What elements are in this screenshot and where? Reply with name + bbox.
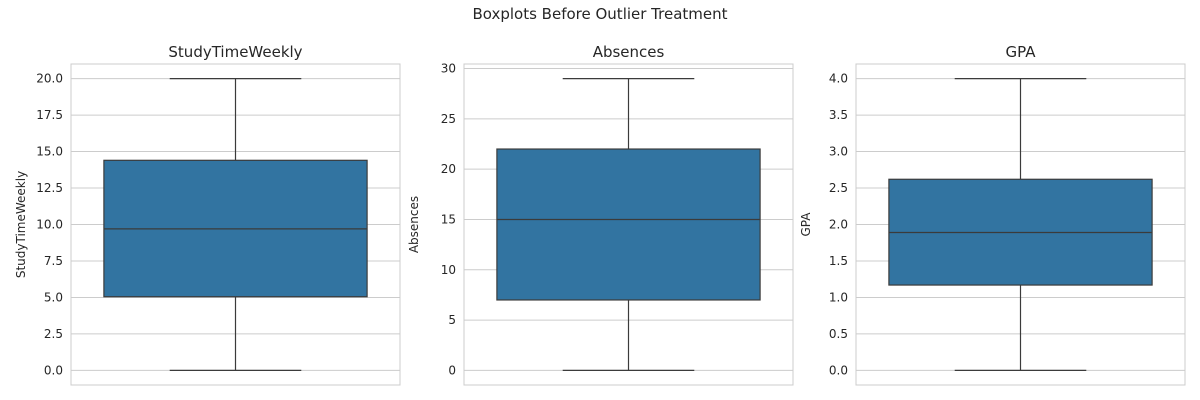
y-tick-label: 0 (448, 363, 456, 377)
iqr-box (496, 148, 761, 301)
y-tick-label: 10.0 (36, 218, 63, 232)
y-tick-label: 1.5 (829, 254, 848, 268)
panel-title: GPA (1006, 43, 1037, 61)
panel-0: 0.0 2.5 5.0 7.5 10.0 12.5 15.0 17.5 20.0 StudyTim… (14, 43, 401, 386)
y-tick-label: 12.5 (36, 181, 63, 195)
y-tick-label: 0.5 (829, 327, 848, 341)
y-tick-label: 5 (448, 313, 456, 327)
axes-frame (70, 63, 401, 386)
y-tick-label: 20.0 (36, 72, 63, 86)
y-axis-label: Absences (407, 196, 421, 253)
panel-title: Absences (593, 43, 665, 61)
y-tick-label: 5.0 (44, 290, 63, 304)
y-tick-label: 17.5 (36, 108, 63, 122)
y-tick-label: 2.5 (829, 181, 848, 195)
y-tick-label: 0.0 (44, 363, 63, 377)
y-tick-label: 10 (441, 263, 456, 277)
y-tick-label: 1.0 (829, 290, 848, 304)
y-tick-label: 3.0 (829, 145, 848, 159)
y-tick-label: 0.0 (829, 363, 848, 377)
y-tick-label: 20 (441, 162, 456, 176)
y-tick-label: 2.0 (829, 218, 848, 232)
y-tick-label: 15 (441, 212, 456, 226)
panel-2: 0.0 0.5 1.0 1.5 2.0 2.5 3.0 3.5 4.0 GPA GPA (799, 43, 1186, 386)
axes-frame (855, 63, 1186, 386)
figure-title: Boxplots Before Outlier Treatment (472, 5, 728, 23)
y-axis-label: StudyTimeWeekly (14, 171, 28, 278)
panel-1: 0 5 10 15 20 25 30 Absences Absences (407, 43, 794, 386)
y-axis-label: GPA (799, 212, 813, 237)
panel-title: StudyTimeWeekly (168, 43, 302, 61)
y-tick-label: 7.5 (44, 254, 63, 268)
y-tick-label: 4.0 (829, 72, 848, 86)
axes-frame (463, 63, 794, 386)
y-tick-label: 3.5 (829, 108, 848, 122)
y-tick-label: 15.0 (36, 145, 63, 159)
y-tick-label: 25 (441, 112, 456, 126)
y-tick-label: 30 (441, 62, 456, 76)
y-tick-label: 2.5 (44, 327, 63, 341)
